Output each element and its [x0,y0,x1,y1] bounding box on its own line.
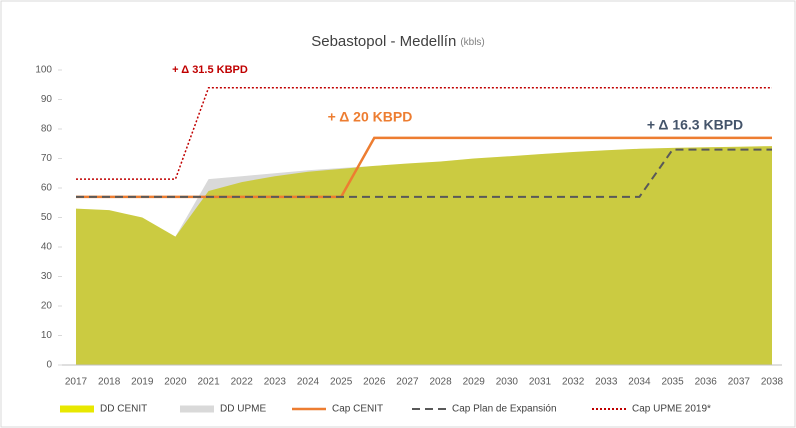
x-tick-label: 2023 [264,377,287,388]
y-tick-label: 80 [41,124,53,135]
line [76,136,772,199]
x-tick-label: 2032 [562,377,585,388]
x-tick-label: 2033 [595,377,618,388]
legend-label: DD CENIT [100,404,147,415]
x-tick-label: 2030 [496,377,519,388]
x-tick-label: 2028 [429,377,452,388]
legend-label: Cap UPME 2019* [632,404,711,415]
area [76,146,772,365]
chart-title: Sebastopol - Medellín (kbls) [311,33,485,50]
x-tick-label: 2038 [761,377,784,388]
annotation: + Δ 16.3 KBPD [647,117,743,133]
legend-label: Cap CENIT [332,404,383,415]
legend-label: DD UPME [220,404,266,415]
x-tick-label: 2022 [231,377,254,388]
x-tick-label: 2031 [529,377,552,388]
title-unit: (kbls) [460,37,484,48]
y-tick-label: 90 [41,94,53,105]
legend-label: Cap Plan de Expansión [452,404,557,415]
y-tick-label: 70 [41,153,53,164]
x-tick-label: 2029 [463,377,486,388]
x-tick-label: 2021 [197,377,220,388]
annotation: + Δ 31.5 KBPD [172,64,248,76]
y-tick-label: 10 [41,330,53,341]
x-tick-label: 2036 [695,377,718,388]
x-tick-label: 2026 [363,377,386,388]
x-tick-label: 2025 [330,377,353,388]
y-tick-label: 100 [35,65,52,76]
x-tick-label: 2024 [297,377,320,388]
x-tick-label: 2020 [164,377,187,388]
x-tick-label: 2037 [728,377,751,388]
x-tick-label: 2027 [396,377,419,388]
x-tick-label: 2017 [65,377,88,388]
y-tick-label: 20 [41,301,53,312]
y-tick-label: 0 [46,360,52,371]
y-tick-label: 60 [41,183,53,194]
x-tick-label: 2018 [98,377,121,388]
line [76,148,772,198]
x-tick-label: 2035 [661,377,684,388]
line [76,86,772,180]
y-tick-label: 40 [41,242,53,253]
title-main: Sebastopol - Medellín [311,33,456,50]
y-tick-label: 30 [41,271,53,282]
y-tick-label: 50 [41,212,53,223]
x-tick-label: 2034 [628,377,651,388]
x-tick-label: 2019 [131,377,154,388]
annotation: + Δ 20 KBPD [328,109,413,125]
